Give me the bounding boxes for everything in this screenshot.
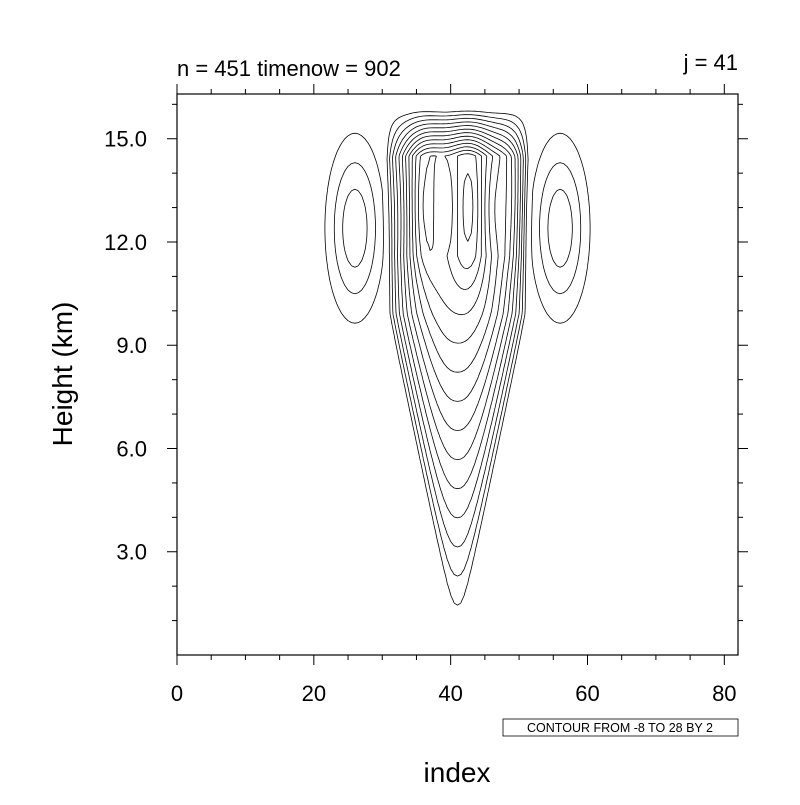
positive-contour-line [395, 121, 522, 519]
y-tick-label: 15.0 [104, 127, 147, 152]
positive-contour-line [462, 173, 474, 242]
positive-contour-line [402, 128, 516, 460]
x-tick-label: 60 [575, 681, 599, 706]
x-tick-label: 20 [302, 681, 326, 706]
positive-contour-line [398, 125, 519, 490]
y-tick-label: 9.0 [116, 333, 147, 358]
negative-contour-line [324, 132, 591, 324]
x-axis-label: index [424, 757, 491, 788]
positive-contour-line [389, 114, 527, 577]
positive-contour-line [418, 146, 488, 316]
plot-frame [176, 93, 739, 656]
positive-contour-line [422, 149, 482, 290]
x-tick-label: 80 [712, 681, 736, 706]
negative-contour-line [342, 188, 573, 268]
positive-contour-line [408, 135, 508, 402]
positive-contour-line [392, 117, 524, 548]
positive-contour-line [414, 142, 493, 344]
x-tick-label: 0 [171, 681, 183, 706]
contour-info-label: CONTOUR FROM -8 TO 28 BY 2 [527, 721, 713, 735]
x-axis: 0 20 40 60 80 [171, 84, 737, 706]
y-axis-label: Height (km) [47, 302, 78, 447]
y-tick-label: 12.0 [104, 230, 147, 255]
contour-lines [324, 110, 591, 606]
positive-contour-line [405, 132, 513, 431]
chart-title-right: j = 41 [683, 50, 738, 75]
negative-contour-line [333, 162, 582, 295]
positive-contour-line [386, 110, 529, 606]
positive-contour-line [411, 139, 501, 373]
y-axis: 3.0 6.0 9.0 12.0 15.0 [104, 103, 748, 622]
chart-title-left: n = 451 timenow = 902 [177, 56, 401, 81]
y-tick-label: 3.0 [116, 540, 147, 565]
positive-contour-line [457, 153, 479, 269]
y-tick-label: 6.0 [116, 436, 147, 461]
x-tick-label: 40 [438, 681, 462, 706]
contour-info-box [502, 718, 739, 737]
